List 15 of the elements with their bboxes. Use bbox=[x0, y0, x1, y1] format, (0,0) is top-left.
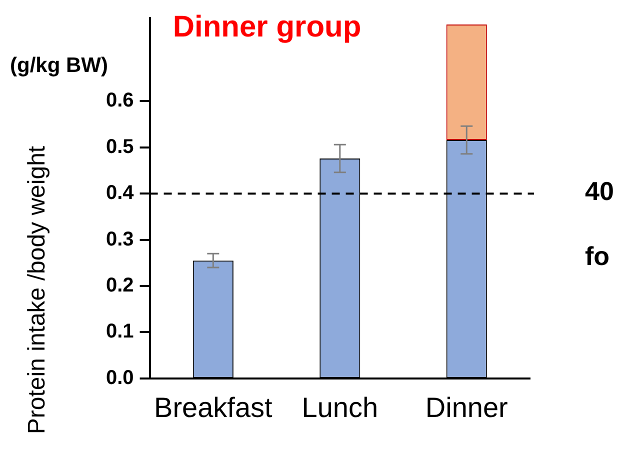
y-axis-title: Protein intake /body weight bbox=[24, 146, 51, 434]
text: (g/kg BW) bbox=[10, 54, 108, 77]
y-tick-label: 0.5 bbox=[106, 136, 134, 158]
x-tick-label: Dinner bbox=[425, 392, 508, 423]
text: fo bbox=[585, 241, 610, 272]
y-tick-label: 0.2 bbox=[106, 274, 134, 297]
x-tick-label: Lunch bbox=[302, 392, 378, 423]
chart-title: Dinner group bbox=[172, 10, 362, 44]
y-tick-label: 0.4 bbox=[106, 182, 135, 204]
text: 40 bbox=[585, 176, 614, 206]
y-tick-label: 0.0 bbox=[106, 366, 134, 389]
y-tick-label: 0.1 bbox=[106, 320, 134, 343]
y-tick-label: 0.6 bbox=[106, 90, 134, 112]
y-tick-label: 0.3 bbox=[106, 228, 134, 250]
x-tick-label: Breakfast bbox=[154, 392, 273, 423]
